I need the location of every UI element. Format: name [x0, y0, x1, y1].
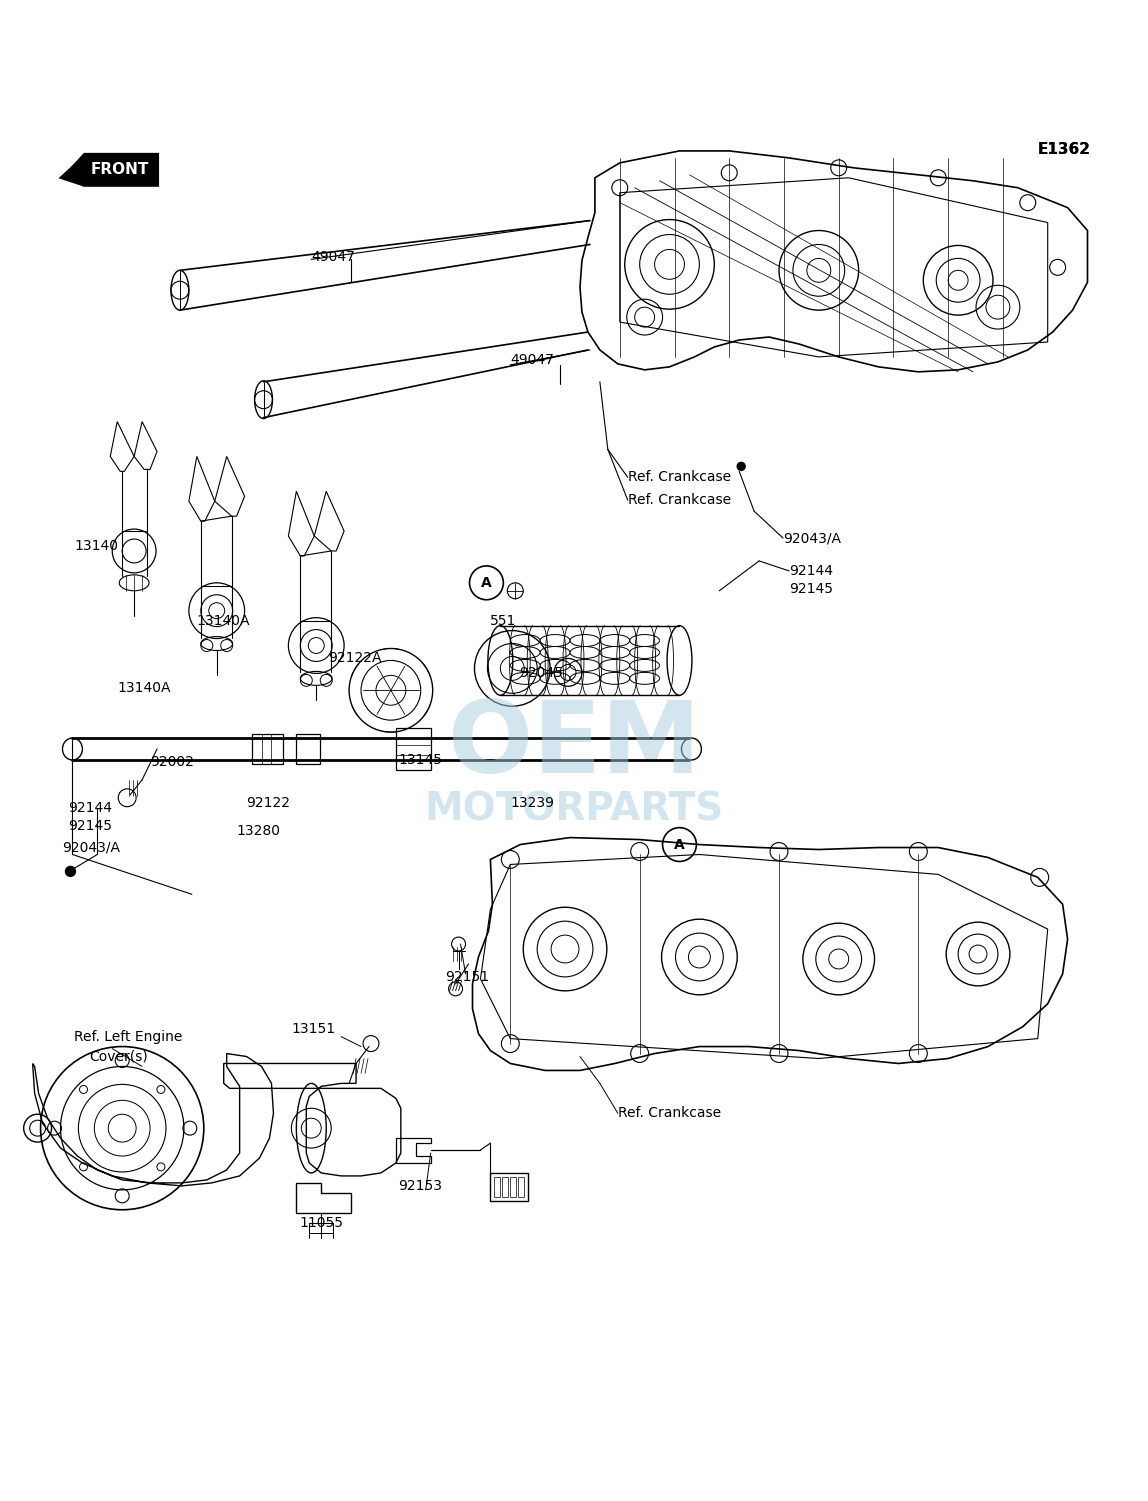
Text: 92145: 92145	[69, 818, 113, 833]
Text: 92122: 92122	[247, 796, 290, 809]
Text: 92045: 92045	[519, 666, 564, 680]
Text: OEM: OEM	[448, 696, 700, 794]
Text: A: A	[481, 576, 491, 590]
Text: A: A	[674, 838, 685, 851]
Text: 92151: 92151	[445, 970, 490, 983]
Circle shape	[65, 866, 76, 877]
Text: 49047: 49047	[311, 251, 355, 264]
Text: 13280: 13280	[236, 824, 280, 838]
Text: Ref. Crankcase: Ref. Crankcase	[628, 470, 731, 485]
Text: 92145: 92145	[789, 582, 833, 596]
Text: 13151: 13151	[292, 1022, 335, 1036]
Text: FRONT: FRONT	[91, 162, 149, 177]
Text: 13239: 13239	[511, 796, 554, 809]
Text: 92043/A: 92043/A	[62, 841, 121, 854]
Text: 13140A: 13140A	[196, 614, 250, 627]
Text: E1362: E1362	[1038, 143, 1091, 158]
Bar	[518, 1177, 525, 1196]
Text: 92144: 92144	[789, 564, 833, 578]
Text: Ref. Crankcase: Ref. Crankcase	[628, 494, 731, 507]
Text: 92144: 92144	[69, 800, 113, 815]
Text: 92002: 92002	[150, 755, 194, 769]
Text: 551: 551	[490, 614, 517, 627]
Text: Ref. Left Engine: Ref. Left Engine	[75, 1030, 183, 1043]
Text: 92122A: 92122A	[328, 651, 381, 665]
Text: 13145: 13145	[398, 754, 443, 767]
Polygon shape	[72, 155, 158, 186]
Text: Ref. Crankcase: Ref. Crankcase	[618, 1106, 721, 1120]
Bar	[503, 1177, 509, 1196]
Polygon shape	[61, 167, 85, 186]
Bar	[490, 1172, 528, 1201]
Text: 13140A: 13140A	[117, 681, 171, 695]
Text: 92153: 92153	[398, 1178, 442, 1193]
Bar	[251, 734, 284, 764]
Text: 92043/A: 92043/A	[783, 531, 841, 545]
Text: E1362: E1362	[1038, 143, 1091, 158]
Text: Cover(s): Cover(s)	[90, 1049, 148, 1064]
Bar	[495, 1177, 501, 1196]
Text: MOTORPARTS: MOTORPARTS	[425, 791, 723, 829]
Text: 11055: 11055	[300, 1216, 343, 1229]
Bar	[511, 1177, 517, 1196]
Text: 13140: 13140	[75, 539, 118, 552]
Bar	[396, 728, 430, 770]
Bar	[296, 734, 320, 764]
Circle shape	[737, 462, 745, 470]
Text: 49047: 49047	[511, 353, 554, 366]
